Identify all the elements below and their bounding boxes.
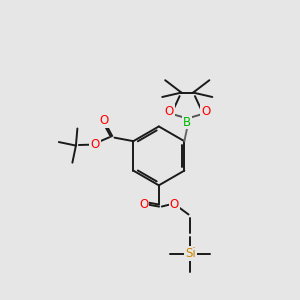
Text: O: O — [201, 105, 210, 118]
Text: O: O — [139, 198, 148, 211]
Text: O: O — [169, 198, 179, 211]
Text: O: O — [99, 114, 109, 127]
Text: O: O — [164, 105, 174, 118]
Text: Si: Si — [185, 248, 196, 260]
Text: B: B — [183, 116, 191, 128]
Text: O: O — [90, 138, 100, 151]
